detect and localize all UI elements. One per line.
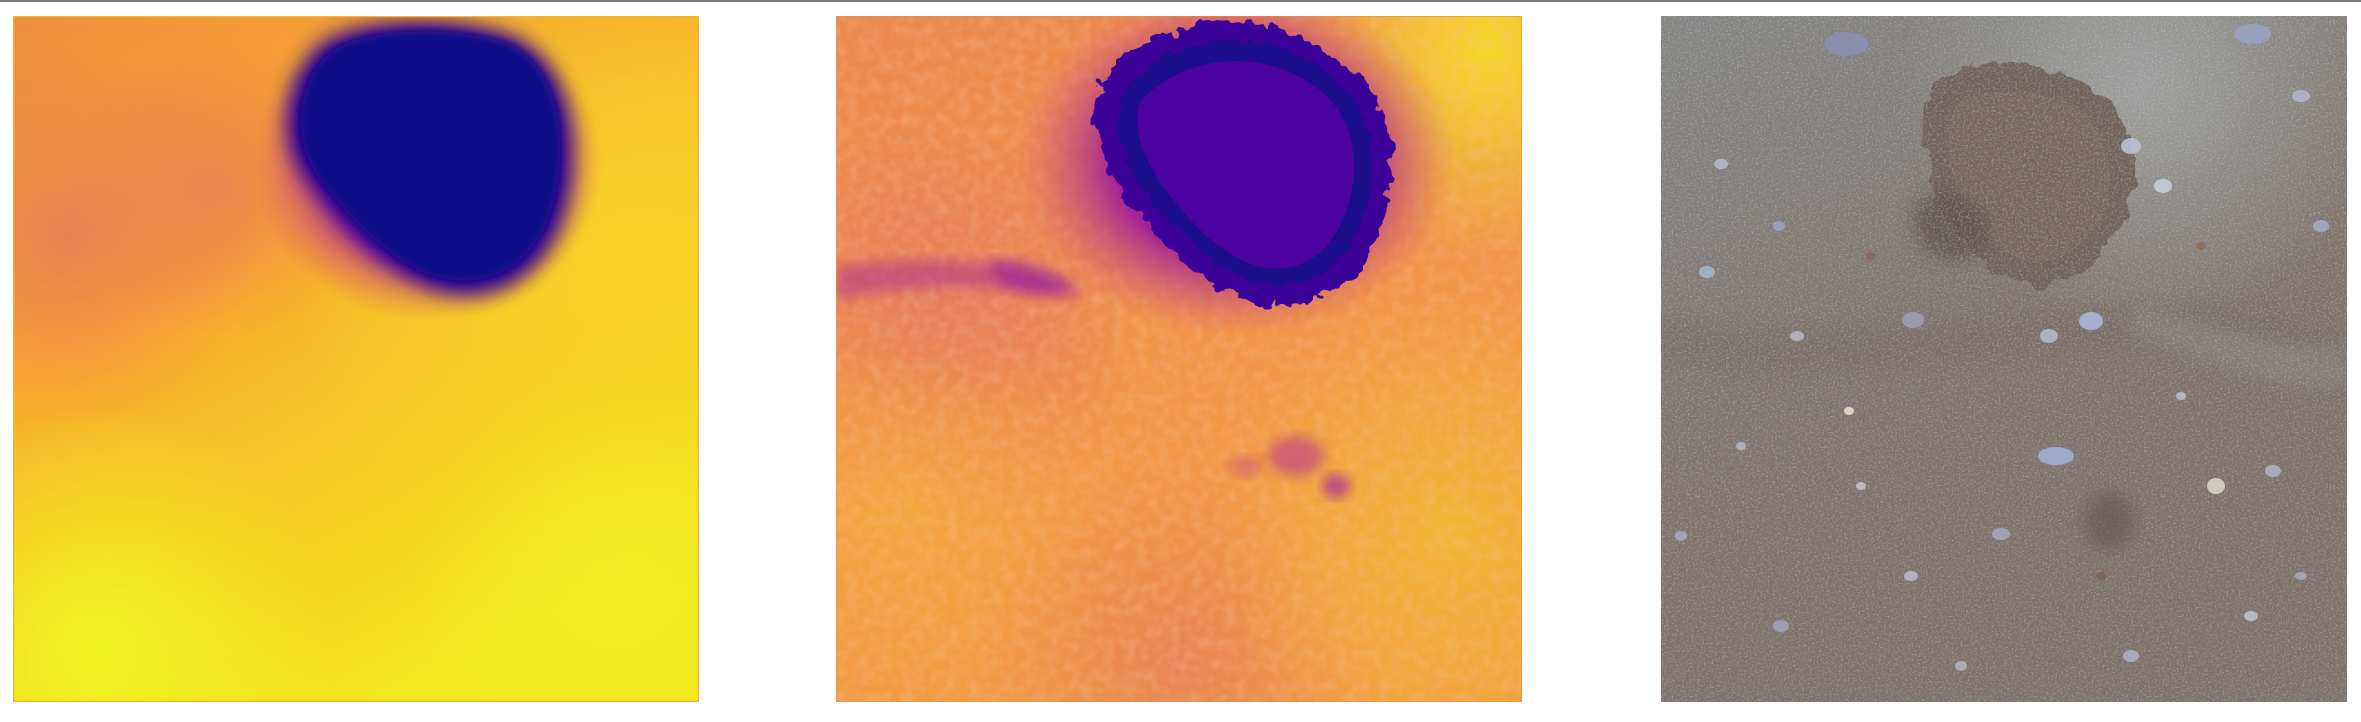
depth-map-smooth-image [13, 16, 699, 702]
pebbles [1675, 24, 2329, 671]
rgb-ground-photo-image [1661, 16, 2347, 702]
depth-map-detailed [836, 16, 1522, 702]
depth-map-detailed-image [836, 16, 1522, 702]
rgb-ground-photo [1661, 16, 2347, 702]
depth-map-smooth [13, 16, 699, 702]
top-border-line [0, 0, 2361, 2]
